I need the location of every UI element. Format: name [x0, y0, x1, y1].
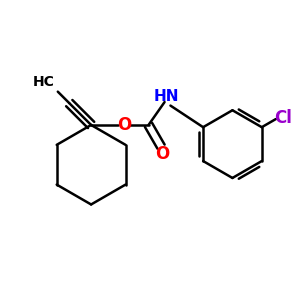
Text: O: O — [155, 145, 170, 163]
Text: O: O — [117, 116, 131, 134]
Text: Cl: Cl — [274, 109, 292, 127]
Text: HN: HN — [153, 89, 179, 104]
Text: HC: HC — [33, 75, 55, 89]
